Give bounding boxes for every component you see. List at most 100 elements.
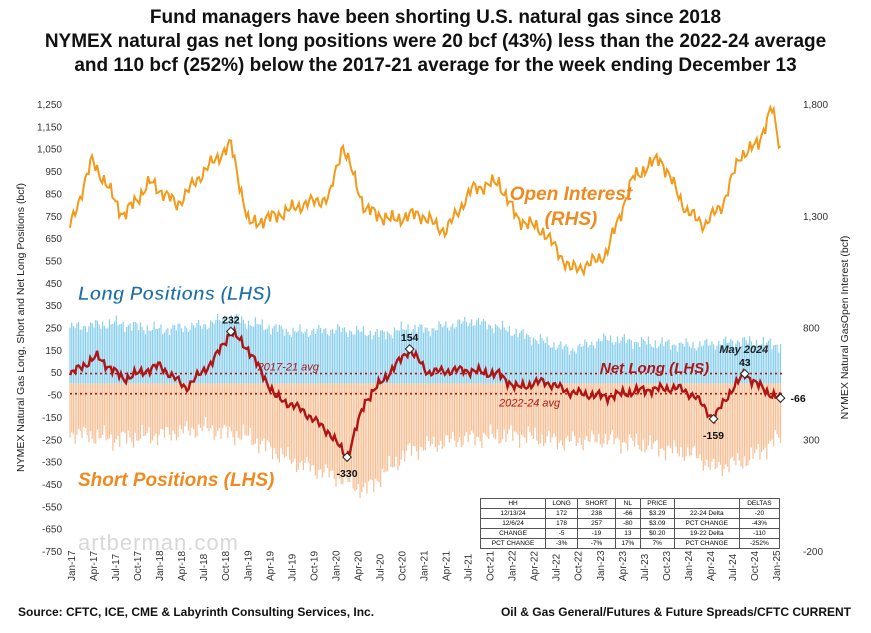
table-cell xyxy=(673,498,740,509)
x-tick-label: Jul-24 xyxy=(728,553,739,581)
table-cell: -110 xyxy=(738,528,781,539)
annotation-marker xyxy=(225,326,236,337)
table-cell: -19 xyxy=(577,528,616,539)
annotation-label: 232 xyxy=(222,315,240,327)
table-cell: SHORT xyxy=(577,498,616,509)
table-cell: DELTAS xyxy=(738,498,781,509)
annotation-label: -66 xyxy=(791,393,806,405)
annotation-marker xyxy=(404,344,415,354)
x-tick-label: Jan-24 xyxy=(684,550,695,581)
x-tick-label: Apr-23 xyxy=(618,551,629,581)
source-note: Source: CFTC, ICE, CME & Labyrinth Consu… xyxy=(18,605,375,619)
y-tick-label: 350 xyxy=(45,301,62,312)
table-cell: -7% xyxy=(577,538,616,549)
y2-tick-label: 300 xyxy=(803,435,820,446)
net-long-line xyxy=(68,324,782,460)
table-cell: PCT CHANGE xyxy=(479,538,547,549)
x-tick-label: Oct-22 xyxy=(574,551,585,581)
x-tick-label: Apr-20 xyxy=(353,551,364,581)
x-tick-label: Oct-23 xyxy=(662,551,673,581)
table-cell: -80 xyxy=(615,518,641,529)
y2-tick-label: -200 xyxy=(803,547,823,558)
data-table: HH LONG SHORT NL PRICE DELTAS 12/13/24 172 238 -6… xyxy=(479,498,781,549)
table-row: 12/13/24 172 238 -66 $3.29 22-24 Delta -20 xyxy=(479,508,781,519)
x-tick-label: Apr-17 xyxy=(89,551,100,581)
x-tick-label: Jan-20 xyxy=(331,550,342,581)
y-tick-label: -750 xyxy=(42,547,62,558)
table-cell: -252% xyxy=(738,538,781,549)
table-cell: 178 xyxy=(545,518,579,529)
table-cell: -66 xyxy=(615,508,641,519)
title-line-2: NYMEX natural gas net long positions wer… xyxy=(44,31,827,52)
table-row: PCT CHANGE -3% -7% 17% 7% PCT CHANGE -252% xyxy=(479,538,781,549)
annotation-label: 154 xyxy=(401,332,419,344)
x-tick-label: Oct-20 xyxy=(397,551,408,581)
annotation-label: May 2024 xyxy=(719,344,768,356)
y-tick-label: 850 xyxy=(45,189,62,200)
table-cell: 12/13/24 xyxy=(479,508,547,519)
x-tick-label: Jul-19 xyxy=(287,553,298,581)
table-cell: 257 xyxy=(577,518,616,529)
open-interest-line xyxy=(69,104,782,278)
table-cell: 13 xyxy=(615,528,641,539)
x-tick-label: Jan-23 xyxy=(596,550,607,581)
y-axis-title: NYMEX Natural Gas Long, Short and Net Lo… xyxy=(15,183,27,472)
annotation-label: -330 xyxy=(337,468,358,480)
x-tick-label: Apr-24 xyxy=(706,551,717,581)
x-tick-label: Oct-19 xyxy=(309,551,320,581)
x-tick-label: Jul-23 xyxy=(640,553,651,581)
y2-tick-label: 1,300 xyxy=(803,212,828,223)
x-tick-label: Jul-18 xyxy=(199,553,210,581)
table-cell: 7% xyxy=(639,538,675,549)
table-cell: NL xyxy=(615,498,641,509)
table-cell: -3% xyxy=(545,538,579,549)
x-tick-label: Oct-24 xyxy=(750,551,761,581)
table-cell: 17% xyxy=(615,538,641,549)
table-cell: $3.09 xyxy=(639,518,675,529)
table-cell: 22-24 Delta xyxy=(673,508,740,519)
table-cell: PRICE xyxy=(639,498,675,509)
x-tick-label: Jul-20 xyxy=(375,553,386,581)
table-cell: 19-22 Delta xyxy=(673,528,740,539)
chart-title: Fund managers have been shorting U.S. na… xyxy=(0,6,871,78)
reference-line-label: 2022-24 avg xyxy=(498,398,561,410)
open-interest-rhs-label: (RHS) xyxy=(545,209,598,230)
y-tick-label: 1,150 xyxy=(37,122,62,133)
table-cell: $3.29 xyxy=(639,508,675,519)
table-row: HH LONG SHORT NL PRICE DELTAS xyxy=(479,498,781,509)
table-cell: -5 xyxy=(545,528,579,539)
short-positions-label: Short Positions (LHS) xyxy=(78,470,274,491)
y-tick-label: 950 xyxy=(45,167,62,178)
table-cell: $0.20 xyxy=(639,528,675,539)
annotation-label: -159 xyxy=(703,430,724,442)
y-tick-label: -550 xyxy=(42,502,62,513)
table-cell: LONG xyxy=(545,498,579,509)
table-row: CHANGE -5 -19 13 $0.20 19-22 Delta -110 xyxy=(479,528,781,539)
y2-tick-label: 1,800 xyxy=(803,100,828,111)
y2-axis-title: NYMEX Natural GasOpen Interest (bcf) xyxy=(839,236,851,420)
x-tick-label: Jul-21 xyxy=(464,553,475,581)
y-tick-label: 450 xyxy=(45,279,62,290)
y-tick-label: 750 xyxy=(45,212,62,223)
annotation-marker xyxy=(708,413,719,424)
table-cell: 238 xyxy=(577,508,616,519)
table-cell: HH xyxy=(479,498,547,509)
source-note-right: Oil & Gas General/Futures & Future Sprea… xyxy=(500,605,851,619)
watermark: artberman.com xyxy=(78,530,239,555)
long-positions-label: Long Positions (LHS) xyxy=(78,284,271,305)
x-tick-label: Oct-21 xyxy=(486,551,497,581)
table-cell: PCT CHANGE xyxy=(673,538,740,549)
table-cell: CHANGE xyxy=(479,528,547,539)
x-tick-label: Apr-21 xyxy=(442,551,453,581)
net-long-label: Net Long (LHS) xyxy=(600,360,709,377)
x-tick-label: Oct-17 xyxy=(133,551,144,581)
x-tick-label: Jul-22 xyxy=(552,553,563,581)
y-tick-label: -250 xyxy=(42,435,62,446)
y-tick-label: -150 xyxy=(42,413,62,424)
y-tick-label: 1,050 xyxy=(37,145,62,156)
y-tick-label: 1,250 xyxy=(37,100,62,111)
table-cell: 12/6/24 xyxy=(479,518,547,529)
y-tick-label: -650 xyxy=(42,525,62,536)
y-tick-label: 250 xyxy=(45,324,62,335)
annotation-marker xyxy=(342,452,353,463)
